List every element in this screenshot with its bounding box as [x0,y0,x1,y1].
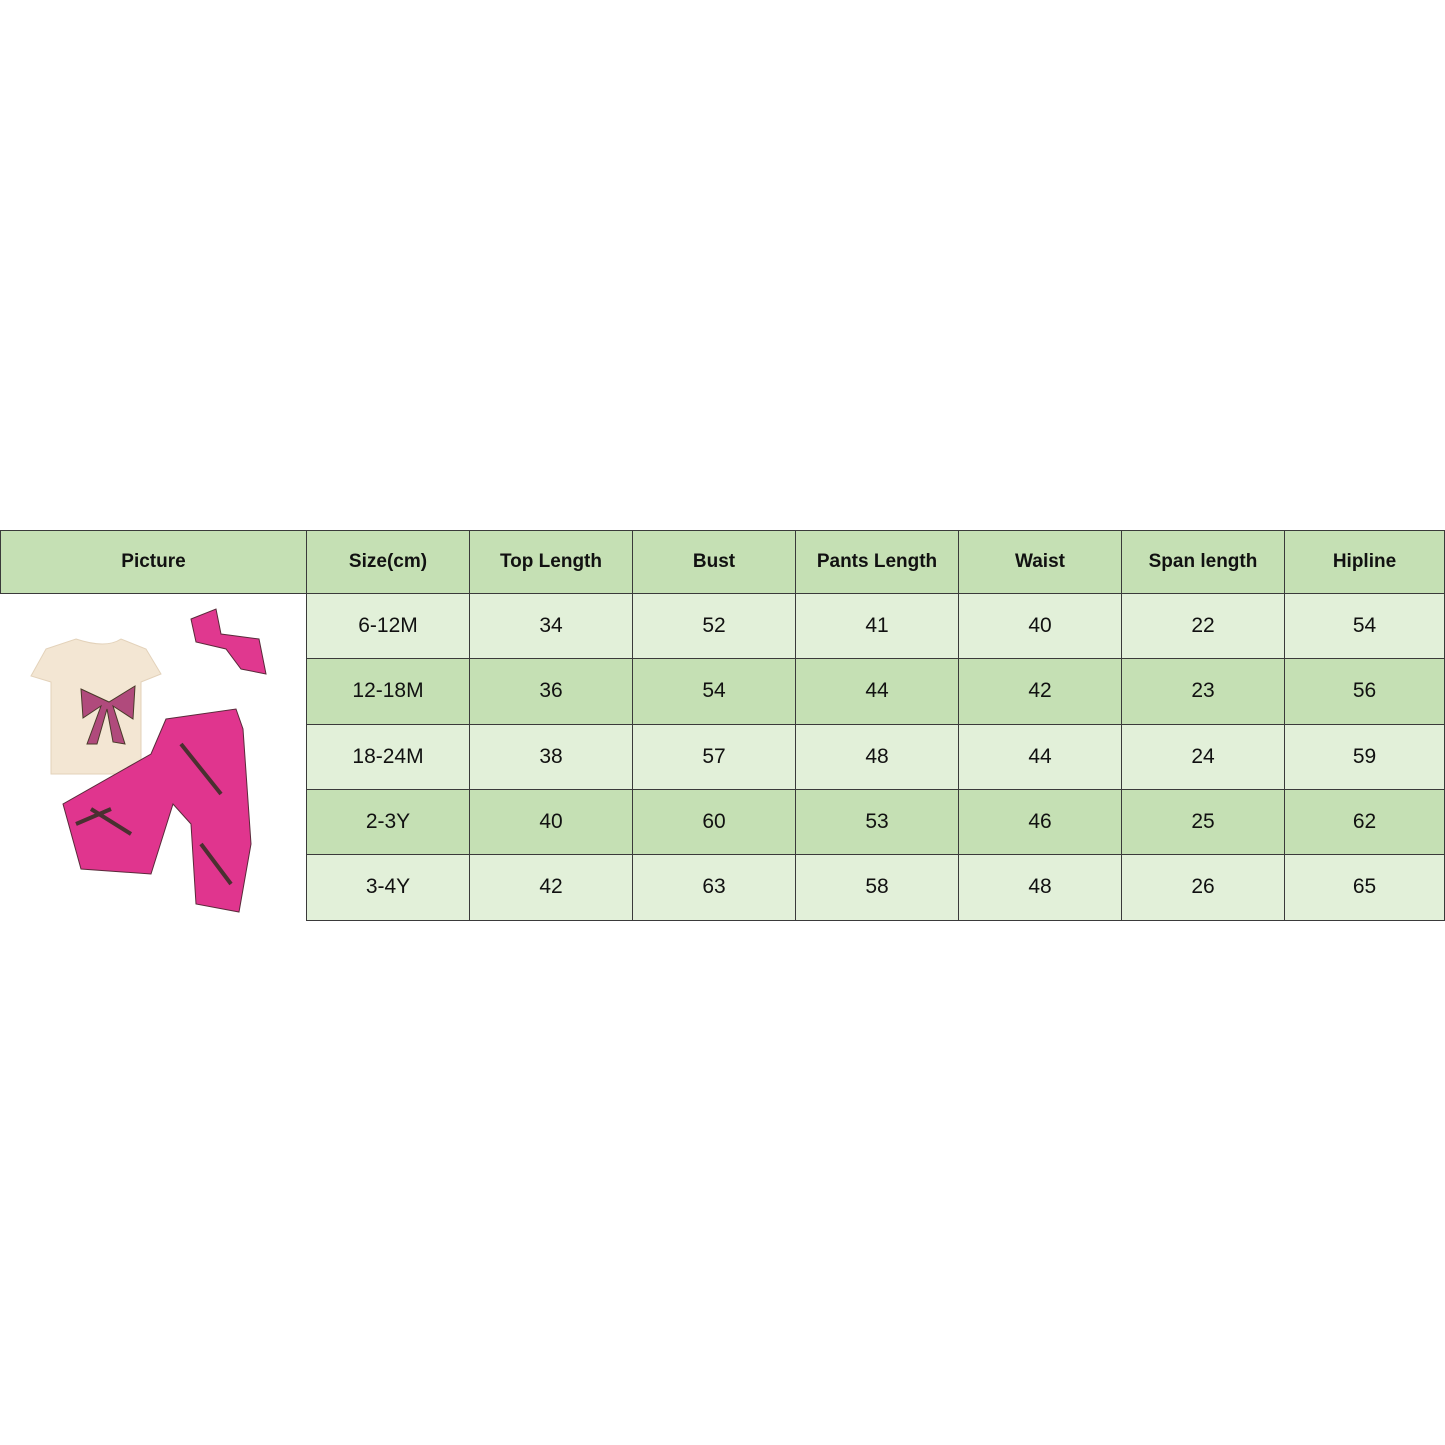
table-row: 2-3Y 40 60 53 46 25 62 [1,788,1445,856]
cell-top-length: 38 [469,723,633,790]
cell-pants-length: 48 [795,723,959,790]
cell-waist: 40 [958,592,1122,660]
cell-span-length: 22 [1121,592,1285,660]
cell-waist: 48 [958,854,1122,921]
header-pants-length: Pants Length [795,530,959,594]
cell-bust: 52 [632,592,796,660]
cell-bust: 63 [632,854,796,921]
header-picture: Picture [0,530,307,594]
header-span-length: Span length [1121,530,1285,594]
cell-hipline: 65 [1284,854,1445,921]
cell-top-length: 40 [469,788,633,856]
outfit-picture-icon [29,608,267,913]
cell-pants-length: 58 [795,854,959,921]
cell-size: 18-24M [306,723,470,790]
table-row: 18-24M 38 57 48 44 24 59 [1,723,1445,790]
cell-span-length: 25 [1121,788,1285,856]
cell-size: 2-3Y [306,788,470,856]
table-row: 12-18M 36 54 44 42 23 56 [1,658,1445,725]
cell-span-length: 26 [1121,854,1285,921]
table-row: 6-12M 34 52 41 40 22 54 [0,592,1445,920]
cell-top-length: 34 [469,592,633,660]
table-row: 3-4Y 42 63 58 48 26 65 [1,854,1445,921]
cell-size: 12-18M [306,658,470,725]
cell-span-length: 23 [1121,658,1285,725]
cell-hipline: 54 [1284,592,1445,660]
header-row: Picture Size(cm) Top Length Bust Pants L… [0,530,1445,594]
cell-hipline: 59 [1284,723,1445,790]
cell-bust: 57 [632,723,796,790]
cell-hipline: 62 [1284,788,1445,856]
cell-waist: 42 [958,658,1122,725]
cell-size: 3-4Y [306,854,470,921]
cell-pants-length: 53 [795,788,959,856]
cell-top-length: 36 [469,658,633,725]
header-bust: Bust [632,530,796,594]
cell-waist: 44 [958,723,1122,790]
cell-size: 6-12M [306,592,470,660]
header-hipline: Hipline [1284,530,1445,594]
cell-top-length: 42 [469,854,633,921]
picture-cell [0,593,307,920]
cell-bust: 60 [632,788,796,856]
header-size: Size(cm) [306,530,470,594]
cell-bust: 54 [632,658,796,725]
cell-span-length: 24 [1121,723,1285,790]
cell-hipline: 56 [1284,658,1445,725]
cell-waist: 46 [958,788,1122,856]
header-waist: Waist [958,530,1122,594]
header-top-length: Top Length [469,530,633,594]
size-chart-table: Picture Size(cm) Top Length Bust Pants L… [0,530,1445,921]
cell-pants-length: 44 [795,658,959,725]
cell-pants-length: 41 [795,592,959,660]
